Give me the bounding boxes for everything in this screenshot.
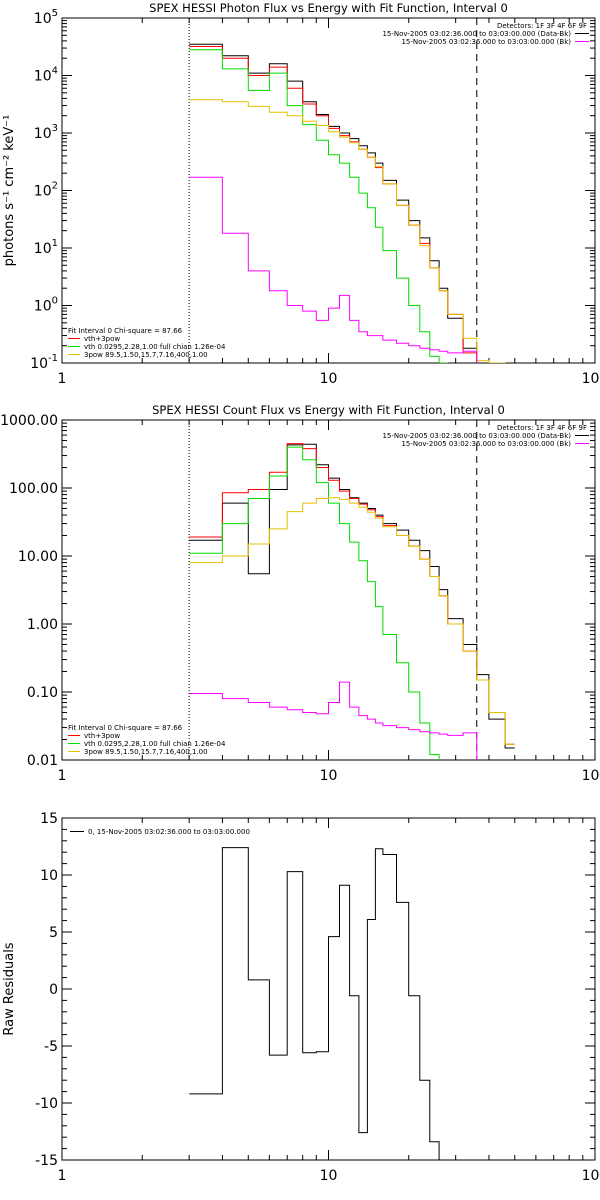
series-0-step-line — [189, 847, 440, 1160]
y-tick-label: -5 — [44, 1039, 58, 1055]
y-tick-exponent: 2 — [52, 181, 58, 192]
y-tick-label: 1000.00 — [0, 413, 58, 429]
photon-flux-panel: SPEX HESSI Photon Flux vs Energy with Fi… — [2, 1, 600, 387]
y-tick-base: 10 — [34, 184, 52, 200]
legend-entry-label: 15-Nov-2005 03:02:36.000 to 03:03:00.000… — [382, 432, 571, 440]
y-tick-label: 103 — [34, 123, 58, 142]
series-group — [189, 847, 440, 1160]
legend-entry-label: 15-Nov-2005 03:02:36.000 to 03:03:00.000… — [401, 38, 571, 46]
legend-entry-label: 15-Nov-2005 03:02:36.000 to 03:03:00.000… — [382, 30, 571, 38]
y-tick-exponent: 0 — [52, 296, 58, 307]
x-tick-label: 1 — [58, 371, 67, 387]
y-tick-label: 104 — [34, 66, 58, 85]
y-tick-label: 100 — [34, 296, 58, 315]
data-step-line — [189, 443, 515, 749]
x-tick-label: 1 — [58, 1168, 67, 1184]
y-tick-base: 10 — [34, 11, 52, 27]
legend-entry-label: vth 0.0295,2.28,1.00 full chian 1.26e-04 — [84, 740, 226, 748]
y-tick-label: 10.00 — [18, 549, 58, 565]
x-tick-label: 100 — [582, 768, 600, 784]
chart-title: SPEX HESSI Photon Flux vs Energy with Fi… — [149, 1, 508, 15]
x-tick-label: 100 — [582, 371, 600, 387]
y-tick-label: 10 — [40, 868, 58, 884]
y-axis-label: Raw Residuals — [2, 942, 17, 1035]
y-tick-base: 10 — [34, 241, 52, 257]
y-tick-label: 0 — [49, 982, 58, 998]
series-1-step-line — [189, 443, 515, 745]
y-tick-exponent: -1 — [48, 353, 58, 364]
y-tick-label: 0.01 — [27, 753, 58, 769]
y-axis-label: photons s⁻¹ cm⁻² keV⁻¹ — [2, 115, 17, 267]
y-tick-exponent: 1 — [52, 238, 58, 249]
legend-header: Detectors: 1F 3F 4F 6F 9F — [497, 22, 587, 30]
residuals-panel: 1 10 100 -15 -10 -5 0 5 10 15 Raw Residuals 0, 15-N… — [2, 811, 600, 1184]
y-tick-label: -10 — [35, 1096, 58, 1112]
legend-entry-label: 3pow 89.5,1.50,15.7,7.16,400,1.00 — [84, 748, 208, 756]
y-tick-exponent: 5 — [52, 8, 58, 19]
chart-title: SPEX HESSI Count Flux vs Energy with Fit… — [152, 403, 505, 417]
y-tick-exponent: 3 — [52, 123, 58, 134]
y-tick-exponent: 4 — [52, 66, 58, 77]
y-tick-label: 100.00 — [9, 481, 58, 497]
x-tick-label: 1 — [58, 768, 67, 784]
y-tick-base: 10 — [30, 356, 48, 372]
y-tick-label: 15 — [40, 811, 58, 827]
x-tick-label: 10 — [320, 1168, 338, 1184]
series-4-step-line — [189, 176, 478, 363]
data-step-line — [189, 43, 478, 363]
y-tick-label: 5 — [49, 925, 58, 941]
x-tick-label: 10 — [320, 768, 338, 784]
legend-entry-label: 15-Nov-2005 03:02:36.000 to 03:03:00.000… — [401, 440, 571, 448]
y-tick-label: 101 — [34, 238, 58, 257]
legend-entry-label: vth 0.0295,2.28,1.00 full chian 1.26e-04 — [84, 343, 226, 351]
series-1-step-line — [189, 46, 478, 363]
y-tick-label: 1.00 — [27, 617, 58, 633]
legend-header: Fit Interval 0 Chi-square = 87.66 — [68, 724, 183, 732]
legend-entry-label: vth+3pow — [84, 732, 120, 740]
count-flux-panel: SPEX HESSI Count Flux vs Energy with Fit… — [0, 403, 600, 784]
y-tick-base: 10 — [34, 69, 52, 85]
x-tick-label: 100 — [582, 1168, 600, 1184]
x-tick-label: 10 — [320, 371, 338, 387]
series-3-step-line — [189, 497, 515, 745]
legend-header: Fit Interval 0 Chi-square = 87.66 — [68, 327, 183, 335]
y-tick-label: 102 — [34, 181, 58, 200]
series-group — [189, 43, 506, 363]
y-tick-base: 10 — [34, 126, 52, 142]
series-2-step-line — [189, 49, 449, 363]
y-tick-label: 0.10 — [27, 685, 58, 701]
legend-entry-label: 3pow 89.5,1.50,15.7,7.16,400,1.00 — [84, 351, 208, 359]
series-group — [189, 443, 515, 760]
legend-header: Detectors: 1F 3F 4F 6F 9F — [497, 424, 587, 432]
y-tick-label: 10-1 — [30, 353, 58, 372]
y-tick-label: -15 — [35, 1153, 58, 1169]
series-2-step-line — [189, 446, 440, 760]
legend-entry-label: vth+3pow — [84, 335, 120, 343]
y-tick-label: 105 — [34, 8, 58, 27]
series-3-step-line — [189, 99, 506, 363]
series-4-step-line — [189, 681, 478, 760]
legend-entry-label: 0, 15-Nov-2005 03:02:36.000 to 03:03:00.… — [88, 828, 250, 836]
y-tick-base: 10 — [34, 299, 52, 315]
